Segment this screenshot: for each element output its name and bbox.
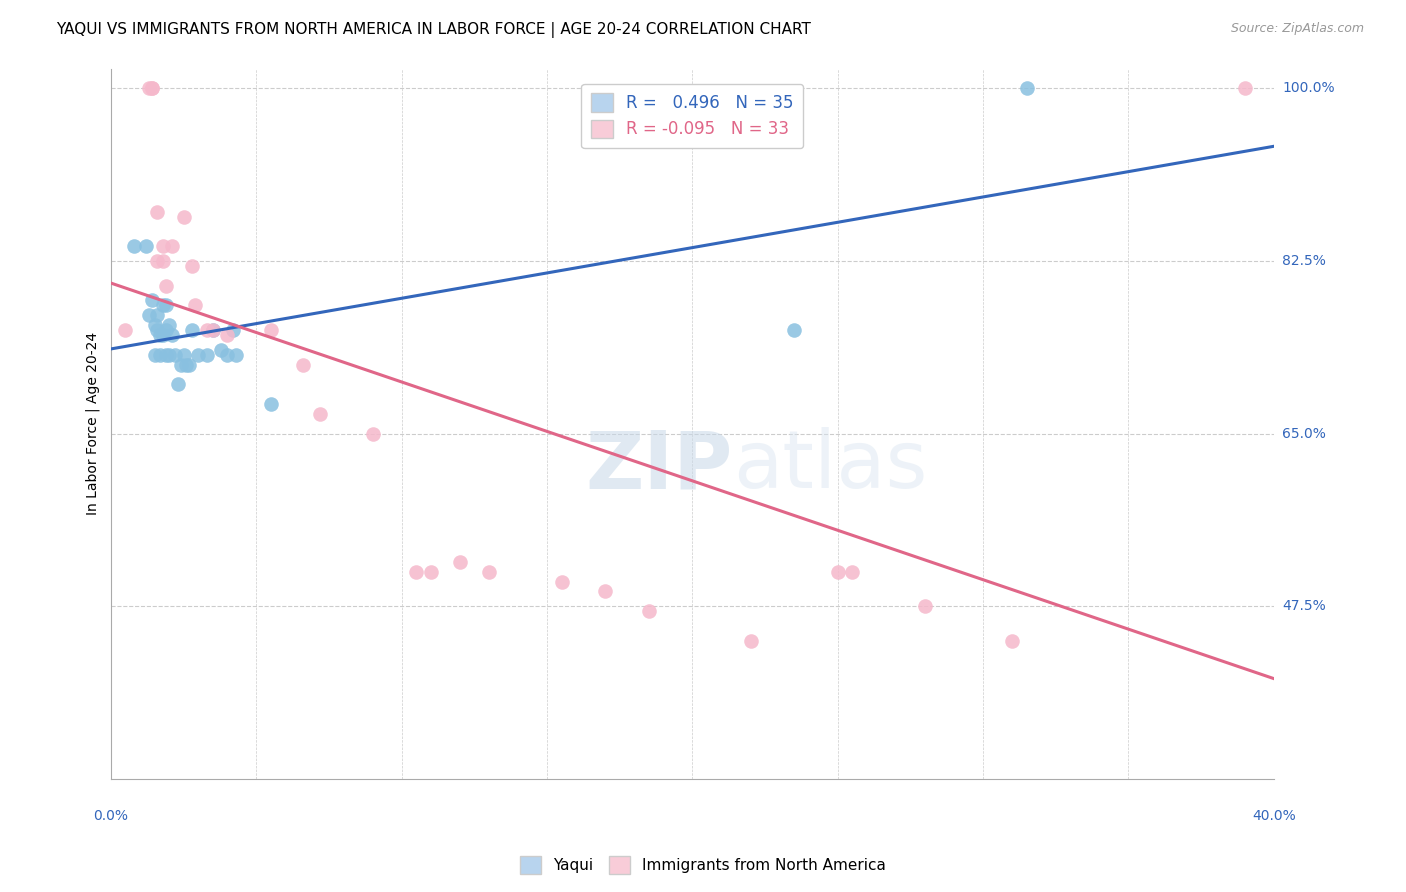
- Point: [841, 565, 863, 579]
- Legend: Yaqui, Immigrants from North America: Yaqui, Immigrants from North America: [513, 850, 893, 880]
- Point: [163, 348, 186, 362]
- Point: [593, 584, 616, 599]
- Point: [179, 358, 201, 372]
- Text: YAQUI VS IMMIGRANTS FROM NORTH AMERICA IN LABOR FORCE | AGE 20-24 CORRELATION CH: YAQUI VS IMMIGRANTS FROM NORTH AMERICA I…: [56, 22, 811, 38]
- Point: [225, 348, 247, 362]
- Point: [152, 327, 174, 342]
- Point: [141, 293, 163, 308]
- Point: [152, 254, 174, 268]
- Text: Source: ZipAtlas.com: Source: ZipAtlas.com: [1230, 22, 1364, 36]
- Text: ZIP: ZIP: [586, 427, 733, 506]
- Point: [783, 323, 806, 337]
- Text: 0.0%: 0.0%: [93, 809, 128, 823]
- Point: [260, 397, 283, 411]
- Point: [309, 407, 332, 421]
- Point: [114, 323, 136, 337]
- Point: [222, 323, 245, 337]
- Point: [157, 348, 180, 362]
- Point: [173, 210, 195, 224]
- Text: 47.5%: 47.5%: [1282, 599, 1326, 614]
- Point: [184, 298, 207, 312]
- Point: [291, 358, 314, 372]
- Point: [1015, 81, 1038, 95]
- Point: [146, 308, 169, 322]
- Point: [449, 555, 471, 569]
- Point: [173, 348, 195, 362]
- Point: [122, 239, 145, 253]
- Point: [637, 604, 659, 618]
- Point: [1233, 81, 1256, 95]
- Point: [157, 318, 180, 332]
- Point: [152, 298, 174, 312]
- Point: [170, 358, 193, 372]
- Point: [217, 327, 239, 342]
- Point: [143, 318, 166, 332]
- Point: [138, 81, 160, 95]
- Point: [201, 323, 224, 337]
- Point: [827, 565, 849, 579]
- Point: [1001, 633, 1024, 648]
- Point: [478, 565, 501, 579]
- Point: [419, 565, 441, 579]
- Point: [155, 298, 177, 312]
- Point: [209, 343, 232, 357]
- Point: [361, 426, 384, 441]
- Point: [135, 239, 157, 253]
- Point: [155, 278, 177, 293]
- Point: [146, 323, 169, 337]
- Point: [146, 254, 169, 268]
- Point: [149, 348, 172, 362]
- Point: [187, 348, 209, 362]
- Point: [217, 348, 239, 362]
- Legend: R =   0.496   N = 35, R = -0.095   N = 33: R = 0.496 N = 35, R = -0.095 N = 33: [582, 84, 803, 148]
- Point: [160, 239, 183, 253]
- Point: [176, 358, 198, 372]
- Point: [149, 327, 172, 342]
- Point: [181, 323, 204, 337]
- Point: [260, 323, 283, 337]
- Point: [146, 204, 169, 219]
- Point: [550, 574, 572, 589]
- Point: [160, 327, 183, 342]
- Point: [166, 377, 188, 392]
- Point: [143, 348, 166, 362]
- Text: atlas: atlas: [733, 427, 928, 506]
- Point: [138, 308, 160, 322]
- Point: [155, 348, 177, 362]
- Text: 40.0%: 40.0%: [1251, 809, 1296, 823]
- Text: 82.5%: 82.5%: [1282, 254, 1326, 268]
- Point: [141, 81, 163, 95]
- Point: [181, 259, 204, 273]
- Point: [155, 323, 177, 337]
- Point: [405, 565, 427, 579]
- Point: [195, 348, 218, 362]
- Y-axis label: In Labor Force | Age 20-24: In Labor Force | Age 20-24: [86, 332, 100, 516]
- Point: [740, 633, 762, 648]
- Point: [201, 323, 224, 337]
- Text: 100.0%: 100.0%: [1282, 81, 1334, 95]
- Point: [914, 599, 936, 614]
- Text: 65.0%: 65.0%: [1282, 426, 1326, 441]
- Point: [195, 323, 218, 337]
- Point: [141, 81, 163, 95]
- Point: [152, 239, 174, 253]
